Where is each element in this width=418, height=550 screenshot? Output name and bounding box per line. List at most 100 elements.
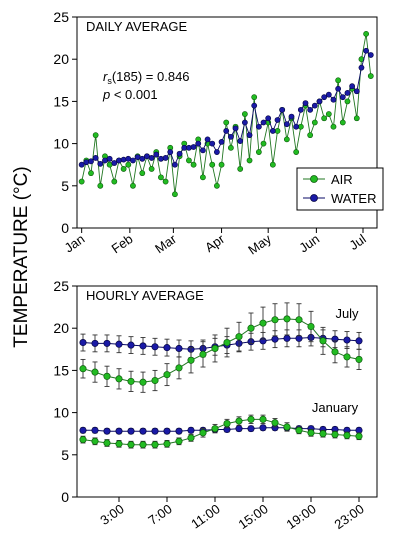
hourly-july-air-point xyxy=(235,333,243,341)
hourly-january-air-point xyxy=(331,430,339,439)
p-letter: p xyxy=(102,87,110,102)
daily-series xyxy=(78,30,374,198)
daily-y-axis: 0 5 10 15 20 25 xyxy=(53,9,77,236)
daily-water-point xyxy=(302,100,309,106)
daily-air-point xyxy=(223,119,230,126)
daily-air-point xyxy=(172,191,178,198)
month-label-july: July xyxy=(335,306,359,321)
hourly-january-air-point xyxy=(223,420,231,428)
daily-title: DAILY AVERAGE xyxy=(86,19,187,34)
daily-air-point xyxy=(218,161,225,168)
daily-water-point xyxy=(223,128,230,134)
hourly-x-tick-label: 11:00 xyxy=(188,501,222,531)
hourly-series xyxy=(79,302,363,449)
hourly-january-water-point xyxy=(175,427,183,435)
hourly-january-air-point xyxy=(283,423,291,431)
hourly-january-air-point xyxy=(79,436,87,444)
hourly-july-water-point xyxy=(103,339,111,347)
hourly-january-air-point xyxy=(355,432,363,440)
daily-air-point xyxy=(209,161,216,168)
daily-air-point xyxy=(237,166,244,172)
hourly-y-tick-label: 15 xyxy=(53,362,69,378)
stat-annotation: rs(185) = 0.846 xyxy=(103,69,190,86)
hourly-x-tick-label: 7:00 xyxy=(145,501,174,528)
daily-water-point xyxy=(176,150,183,157)
hourly-y-tick-label: 10 xyxy=(53,405,69,421)
hourly-july-water-point xyxy=(343,336,351,344)
daily-water-point xyxy=(172,161,178,168)
daily-air-point xyxy=(125,161,132,168)
hourly-january-air-point xyxy=(319,430,327,438)
hourly-july-air-point xyxy=(319,337,327,345)
hourly-january-air-point xyxy=(211,425,219,433)
hourly-plot-frame xyxy=(76,285,378,498)
daily-air-point xyxy=(162,178,169,185)
daily-water-point xyxy=(269,128,276,134)
hourly-july-air-point xyxy=(331,348,339,356)
daily-water-point xyxy=(237,138,244,144)
hourly-y-tick-label: 5 xyxy=(61,447,69,463)
hourly-january-air-point xyxy=(175,437,183,445)
daily-water-point xyxy=(88,158,94,165)
hourly-january-water-point xyxy=(235,425,243,433)
hourly-july-air-point xyxy=(139,378,147,386)
hourly-july-air-point xyxy=(91,368,99,376)
hourly-average-panel: HOURLY AVERAGE 0 5 10 15 20 25 3:00 7:00 11:00 1… xyxy=(53,278,378,532)
daily-water-point xyxy=(279,106,286,113)
daily-y-tick-label: 25 xyxy=(53,9,69,25)
daily-water-point xyxy=(367,52,374,58)
hourly-january-air-point xyxy=(271,419,279,427)
daily-x-tick-label: May xyxy=(245,231,274,258)
daily-water-point xyxy=(358,64,365,71)
p-annotation: p < 0.001 xyxy=(102,87,158,102)
hourly-july-air-point xyxy=(271,316,279,324)
daily-x-tick-label: Jun xyxy=(296,231,322,255)
daily-air-point xyxy=(139,170,146,177)
daily-water-point xyxy=(255,123,262,130)
daily-water-point xyxy=(283,121,290,128)
hourly-july-water-point xyxy=(115,340,123,348)
daily-air-point xyxy=(330,123,337,130)
hourly-january-air-point xyxy=(295,426,303,434)
daily-water-point xyxy=(186,144,192,151)
hourly-january-air-point xyxy=(199,429,207,437)
hourly-x-axis: 3:00 7:00 11:00 15:00 19:00 23:00 xyxy=(97,497,367,532)
daily-air-point xyxy=(78,178,85,185)
daily-water-point xyxy=(97,160,104,167)
hourly-january-air-line xyxy=(82,418,360,446)
hourly-january-air-point xyxy=(163,440,171,448)
daily-air-point xyxy=(190,161,197,168)
daily-air-point xyxy=(130,182,136,189)
daily-water-point xyxy=(265,115,272,122)
hourly-july-air-point xyxy=(343,353,351,361)
daily-water-point xyxy=(251,102,258,109)
daily-air-point xyxy=(255,149,262,155)
hourly-july-air-point xyxy=(175,364,183,372)
stat-value: (185) = 0.846 xyxy=(112,69,190,84)
daily-air-point xyxy=(200,174,206,181)
daily-air-point xyxy=(120,166,127,172)
hourly-july-air-point xyxy=(163,371,171,379)
legend-air-marker xyxy=(310,175,318,183)
hourly-january-water-point xyxy=(187,426,195,434)
daily-air-point xyxy=(325,111,332,117)
daily-water-point xyxy=(204,136,211,143)
hourly-january-air-point xyxy=(151,441,159,449)
daily-x-tick-label: Mar xyxy=(152,231,179,257)
hourly-july-air-point xyxy=(355,355,363,363)
daily-x-tick-label: Apr xyxy=(202,231,228,255)
hourly-january-air-point xyxy=(343,431,351,439)
hourly-january-air-point xyxy=(235,417,243,425)
hourly-x-tick-label: 23:00 xyxy=(331,501,366,532)
hourly-january-water-point xyxy=(259,424,267,432)
hourly-july-air-point xyxy=(115,375,123,383)
daily-air-point xyxy=(148,166,155,172)
daily-water-point xyxy=(111,160,118,166)
daily-water-point xyxy=(321,94,328,101)
hourly-july-water-point xyxy=(283,334,291,342)
daily-water-line xyxy=(81,49,372,166)
hourly-july-water-point xyxy=(271,335,279,343)
hourly-y-tick-label: 20 xyxy=(53,320,69,336)
daily-water-point xyxy=(274,117,281,123)
daily-air-point xyxy=(269,161,276,168)
